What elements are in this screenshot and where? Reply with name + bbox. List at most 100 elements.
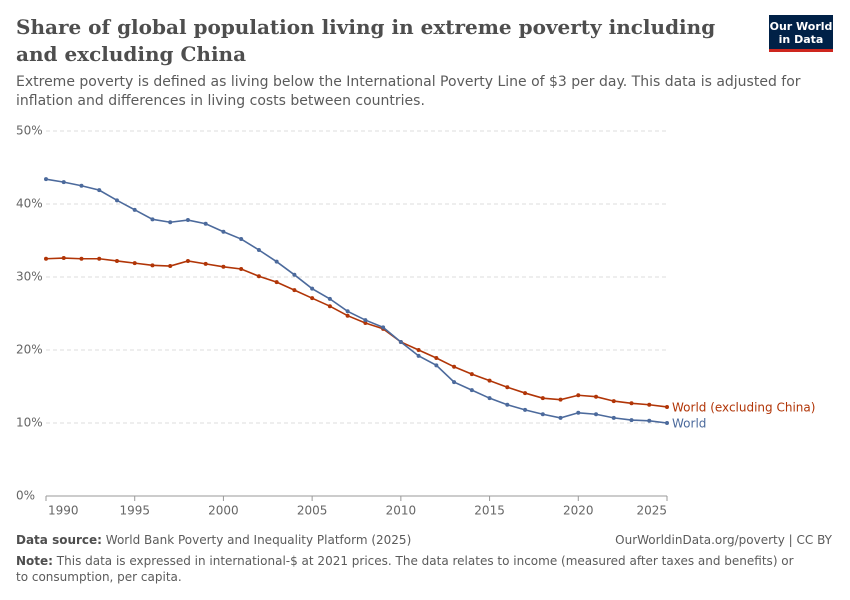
data-point bbox=[381, 325, 386, 330]
data-point bbox=[665, 421, 669, 425]
data-point bbox=[114, 258, 119, 263]
data-point bbox=[452, 380, 457, 385]
data-point bbox=[629, 401, 634, 406]
series-label: World bbox=[672, 417, 706, 431]
data-point bbox=[292, 272, 297, 277]
logo-line: Our World bbox=[769, 20, 833, 33]
data-point bbox=[256, 274, 261, 279]
data-point bbox=[540, 412, 545, 417]
data-point bbox=[434, 363, 439, 368]
data-point bbox=[44, 256, 48, 261]
source-label: Data source: bbox=[16, 533, 102, 547]
y-tick-label: 20% bbox=[16, 343, 43, 357]
data-point bbox=[434, 356, 439, 361]
data-point bbox=[523, 391, 528, 396]
data-point bbox=[132, 261, 137, 266]
data-point bbox=[150, 263, 155, 268]
data-point bbox=[239, 237, 244, 242]
data-point bbox=[576, 410, 581, 415]
data-point bbox=[310, 286, 315, 291]
source-url[interactable]: OurWorldinData.org/poverty | CC BY bbox=[615, 533, 832, 547]
data-point bbox=[523, 407, 528, 412]
data-point bbox=[132, 207, 137, 212]
x-tick-label: 2010 bbox=[386, 504, 417, 518]
data-point bbox=[292, 288, 297, 293]
note-text: This data is expressed in international-… bbox=[16, 554, 794, 584]
data-point bbox=[221, 264, 226, 269]
data-point bbox=[629, 418, 634, 423]
data-point bbox=[79, 183, 84, 188]
data-point bbox=[274, 280, 279, 285]
y-tick-label: 0% bbox=[16, 489, 35, 503]
chart-title: Share of global population living in ext… bbox=[16, 15, 716, 66]
x-tick-label: 2015 bbox=[474, 504, 505, 518]
data-point bbox=[611, 415, 616, 420]
y-tick-label: 10% bbox=[16, 416, 43, 430]
data-point bbox=[363, 320, 368, 325]
x-tick-label: 2025 bbox=[636, 504, 667, 518]
data-point bbox=[185, 258, 190, 263]
data-point bbox=[647, 402, 652, 407]
data-point bbox=[327, 304, 332, 309]
data-point bbox=[44, 177, 48, 182]
data-point bbox=[221, 229, 226, 234]
data-point bbox=[114, 198, 119, 203]
data-point bbox=[150, 217, 155, 222]
data-point bbox=[416, 348, 421, 352]
note-label: Note: bbox=[16, 554, 53, 568]
data-point bbox=[310, 296, 315, 301]
data-point bbox=[594, 412, 599, 417]
x-tick-label: 1990 bbox=[48, 504, 79, 518]
data-point bbox=[398, 339, 403, 344]
series-label: World (excluding China) bbox=[672, 400, 815, 414]
data-point bbox=[345, 309, 350, 314]
data-point bbox=[505, 385, 510, 390]
data-point bbox=[558, 397, 563, 402]
data-point bbox=[203, 261, 208, 266]
series-line bbox=[45, 178, 668, 424]
data-point bbox=[416, 353, 421, 358]
note: Note: This data is expressed in internat… bbox=[16, 553, 806, 585]
logo-line: in Data bbox=[778, 33, 824, 46]
x-tick-label: 1995 bbox=[119, 504, 150, 518]
y-tick-label: 30% bbox=[16, 270, 43, 284]
data-point bbox=[97, 188, 102, 193]
data-point bbox=[540, 396, 545, 401]
data-point bbox=[611, 399, 616, 404]
data-point bbox=[452, 364, 457, 369]
data-point bbox=[469, 388, 474, 393]
data-point bbox=[505, 402, 510, 407]
data-point bbox=[79, 256, 84, 261]
data-point bbox=[274, 259, 279, 264]
data-point bbox=[239, 266, 244, 271]
y-tick-label: 40% bbox=[16, 197, 43, 211]
data-point bbox=[185, 218, 190, 223]
logo[interactable]: Our World in Data bbox=[769, 15, 833, 52]
x-tick-label: 2020 bbox=[563, 504, 594, 518]
source: Data source: World Bank Poverty and Ineq… bbox=[16, 533, 411, 547]
data-point bbox=[97, 256, 102, 261]
data-point bbox=[469, 372, 474, 377]
data-point bbox=[665, 404, 669, 409]
data-point bbox=[594, 394, 599, 399]
x-tick-label: 2005 bbox=[297, 504, 328, 518]
data-point bbox=[487, 396, 492, 401]
series-line bbox=[45, 257, 668, 408]
chart-subtitle: Extreme poverty is defined as living bel… bbox=[16, 74, 801, 109]
x-tick-label: 2000 bbox=[208, 504, 239, 518]
y-tick-label: 50% bbox=[16, 124, 43, 138]
data-point bbox=[168, 264, 173, 269]
data-point bbox=[327, 296, 332, 301]
data-point bbox=[203, 221, 208, 226]
data-point bbox=[647, 418, 652, 423]
data-point bbox=[345, 313, 350, 318]
source-text: World Bank Poverty and Inequality Platfo… bbox=[105, 533, 412, 547]
data-point bbox=[61, 256, 66, 261]
data-point bbox=[256, 247, 261, 252]
data-point bbox=[576, 393, 581, 398]
data-point bbox=[363, 318, 368, 323]
data-point bbox=[168, 220, 173, 225]
data-point bbox=[487, 378, 492, 383]
